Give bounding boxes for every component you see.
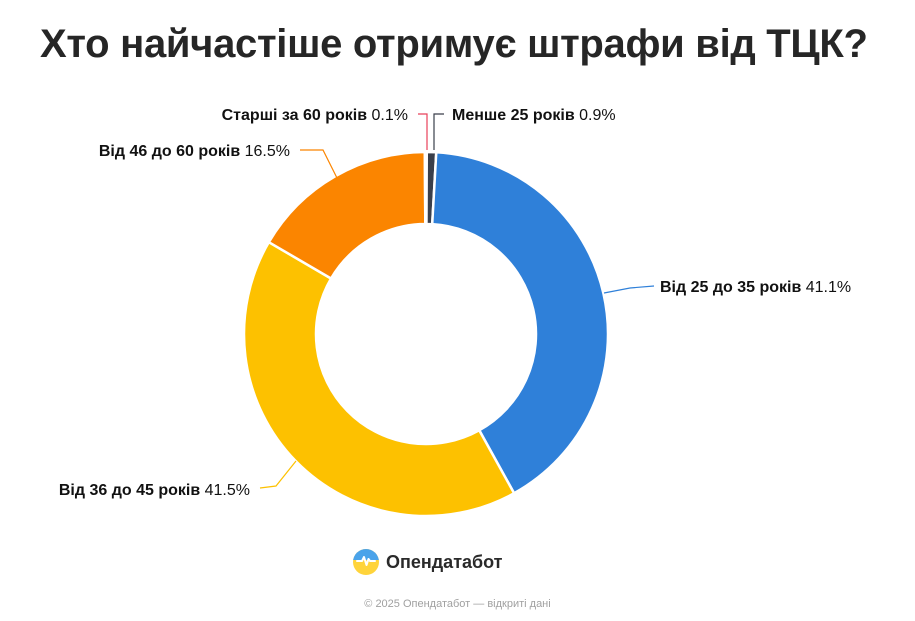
leader-line-5 [418,113,428,150]
slice-label-2: Від 25 до 35 років 41.1% [660,279,851,296]
slice-5 [423,150,429,226]
slice-label-5: Старші за 60 років 0.1% [222,107,408,124]
slice-label-1: Менше 25 років 0.9% [452,107,616,124]
opendatabot-logo-icon [353,549,379,575]
slice-label-3: Від 36 до 45 років 41.5% [59,482,250,499]
brand-name: Опендатабот [386,551,503,572]
page-title: Хто найчастіше отримує штрафи від ТЦК? [40,22,868,66]
slice-label-value: 0.1% [372,107,408,124]
slice-label-name: Менше 25 років [452,107,579,124]
slice-label-value: 0.9% [579,107,615,124]
slice-label-value: 16.5% [245,143,290,160]
footer-copyright: © 2025 Опендатабот — відкриті дані [364,598,551,610]
leader-line-4 [300,149,338,179]
leader-line-2 [603,285,655,294]
slice-label-name: Від 25 до 35 років [660,279,806,296]
leader-line-1 [433,113,444,150]
slice-label-name: Від 36 до 45 років [59,482,205,499]
slice-label-name: Від 46 до 60 років [99,143,245,160]
brand: Опендатабот [352,548,503,576]
slice-label-value: 41.5% [205,482,250,499]
slice-label-value: 41.1% [806,279,851,296]
slice-label-name: Старші за 60 років [222,107,372,124]
leader-line-3 [259,460,297,489]
slice-label-4: Від 46 до 60 років 16.5% [99,143,290,160]
slice-3 [242,240,516,518]
slice-2 [430,150,610,495]
